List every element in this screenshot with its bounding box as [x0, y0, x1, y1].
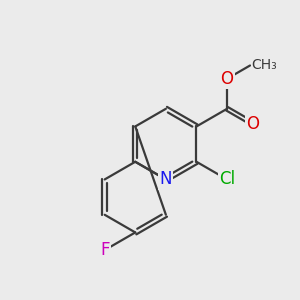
Text: Cl: Cl [219, 170, 235, 188]
Text: N: N [160, 170, 172, 188]
Text: CH₃: CH₃ [251, 58, 277, 73]
Text: O: O [220, 70, 234, 88]
Text: O: O [247, 115, 260, 133]
Text: F: F [100, 241, 110, 259]
